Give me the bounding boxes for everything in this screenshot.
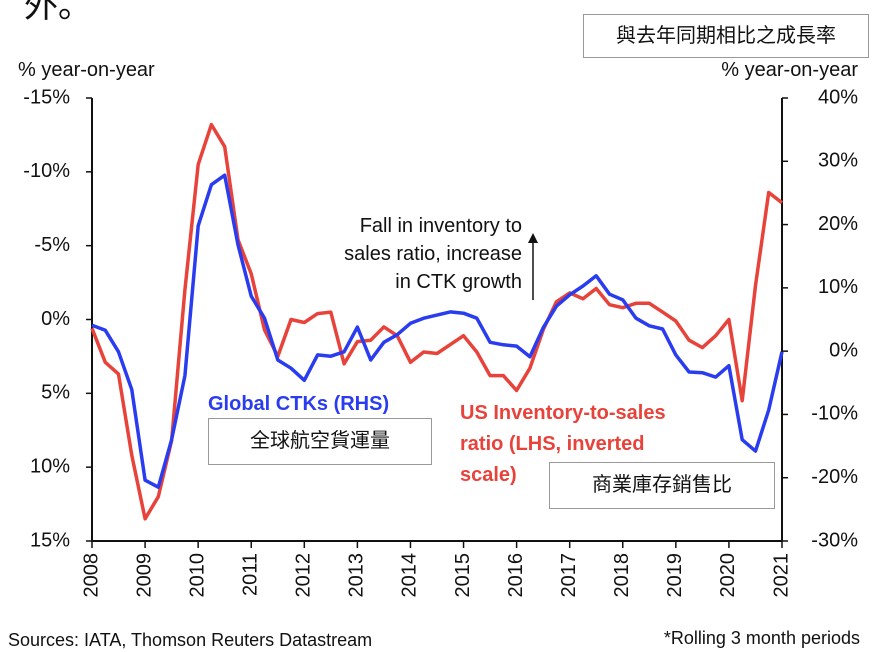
series-label-line: ratio (LHS, inverted: [460, 433, 645, 455]
annotation-line: sales ratio, increase: [344, 243, 522, 265]
y2-tick-label: 0%: [829, 339, 858, 361]
x-tick-label: 2009: [133, 553, 155, 598]
y2-tick-label: 40%: [818, 86, 858, 108]
annotation-line: Fall in inventory to: [359, 215, 522, 237]
top-fragment: 外。: [24, 0, 92, 25]
chart-title: 與去年同期相比之成長率: [583, 14, 869, 58]
series-line: [91, 173, 784, 489]
y2-axis-label: % year-on-year: [721, 59, 858, 81]
y2-tick-label: 10%: [818, 276, 858, 298]
x-tick-label: 2010: [186, 553, 208, 598]
series-label-line: scale): [460, 464, 517, 486]
annotation-arrowhead: [528, 233, 538, 243]
y2-tick-label: -30%: [811, 529, 858, 551]
y-tick-label: 0%: [41, 308, 70, 330]
y-tick-label: -15%: [23, 86, 70, 108]
x-tick-label: 2017: [558, 553, 580, 598]
y2-tick-label: -20%: [811, 466, 858, 488]
series-label: Global CTKs (RHS): [208, 393, 390, 415]
y-tick-label: 10%: [30, 455, 70, 477]
x-tick-label: 2008: [80, 553, 102, 598]
x-tick-label: 2019: [664, 553, 686, 598]
series-line: [90, 122, 784, 521]
y2-tick-label: 30%: [818, 150, 858, 172]
x-tick-label: 2015: [452, 553, 474, 598]
series-label: US Inventory-to-sales ratio (LHS, invert…: [460, 398, 666, 491]
series-label-line: US Inventory-to-sales: [460, 402, 666, 424]
y-tick-label: 15%: [30, 529, 70, 551]
legend-box: 商業庫存銷售比: [549, 462, 775, 509]
y-tick-label: -5%: [34, 234, 70, 256]
note: *Rolling 3 month periods: [663, 628, 860, 648]
x-tick-label: 2014: [399, 553, 421, 598]
x-tick-label: 2011: [240, 553, 262, 596]
x-tick-label: 2016: [505, 553, 527, 598]
x-tick-label: 2013: [346, 553, 368, 598]
annotation: Fall in inventory to sales ratio, increa…: [300, 212, 522, 296]
y-tick-label: 5%: [41, 382, 70, 404]
x-tick-label: 2021: [770, 553, 792, 598]
y2-tick-label: 20%: [818, 213, 858, 235]
x-tick-label: 2012: [293, 553, 315, 598]
y2-tick-label: -10%: [811, 403, 858, 425]
y-axis-label: % year-on-year: [18, 59, 155, 81]
x-tick-label: 2020: [717, 553, 739, 598]
legend-box: 全球航空貨運量: [208, 418, 432, 465]
y-tick-label: -10%: [23, 160, 70, 182]
x-tick-label: 2018: [611, 553, 633, 598]
annotation-line: in CTK growth: [395, 271, 522, 293]
source: Sources: IATA, Thomson Reuters Datastrea…: [8, 630, 373, 650]
